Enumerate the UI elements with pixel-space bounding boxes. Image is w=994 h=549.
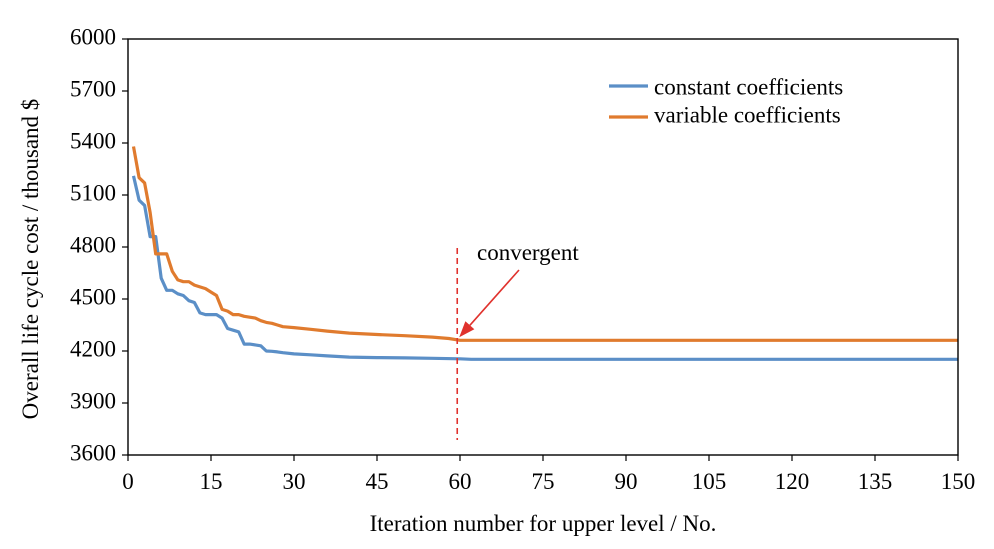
y-tick-label: 5400 — [70, 128, 116, 153]
y-tick-label: 6000 — [70, 24, 116, 49]
y-axis-label: Overall life cycle cost / thousand $ — [18, 99, 43, 420]
series-lines — [131, 146, 958, 361]
y-tick-label: 5100 — [70, 180, 116, 205]
x-tick-label: 105 — [692, 469, 727, 494]
x-tick-label: 150 — [941, 469, 976, 494]
x-tick-label: 15 — [200, 469, 223, 494]
convergence-arrowhead — [459, 321, 475, 338]
y-tick-label: 4500 — [70, 284, 116, 309]
x-tick-label: 0 — [122, 469, 134, 494]
y-tick-label: 3900 — [70, 388, 116, 413]
y-tick-label: 4800 — [70, 232, 116, 257]
series-line-variable — [131, 146, 958, 342]
axis-ticks: 0 15 30 45 60 75 90 105 120 135 150 3600 3900 4200 450… — [70, 24, 975, 494]
x-axis-label: Iteration number for upper level / No. — [370, 511, 717, 536]
convergence-label: convergent — [477, 240, 579, 265]
legend: constant coefficients variable coefficie… — [609, 74, 843, 127]
x-tick-label: 120 — [775, 469, 810, 494]
legend-label-constant: constant coefficients — [654, 74, 843, 99]
y-tick-label: 3600 — [70, 440, 116, 465]
convergence-arrow — [469, 269, 520, 326]
legend-label-variable: variable coefficients — [654, 102, 841, 127]
x-tick-label: 60 — [449, 469, 472, 494]
convergence-annotation: convergent — [456, 240, 579, 440]
y-tick-label: 4200 — [70, 336, 116, 361]
x-tick-label: 135 — [858, 469, 893, 494]
x-tick-label: 90 — [615, 469, 638, 494]
x-tick-label: 75 — [532, 469, 555, 494]
x-tick-label: 45 — [366, 469, 389, 494]
plot-area — [127, 38, 959, 456]
x-tick-label: 30 — [283, 469, 306, 494]
series-line-constant — [131, 175, 958, 361]
y-tick-label: 5700 — [70, 76, 116, 101]
